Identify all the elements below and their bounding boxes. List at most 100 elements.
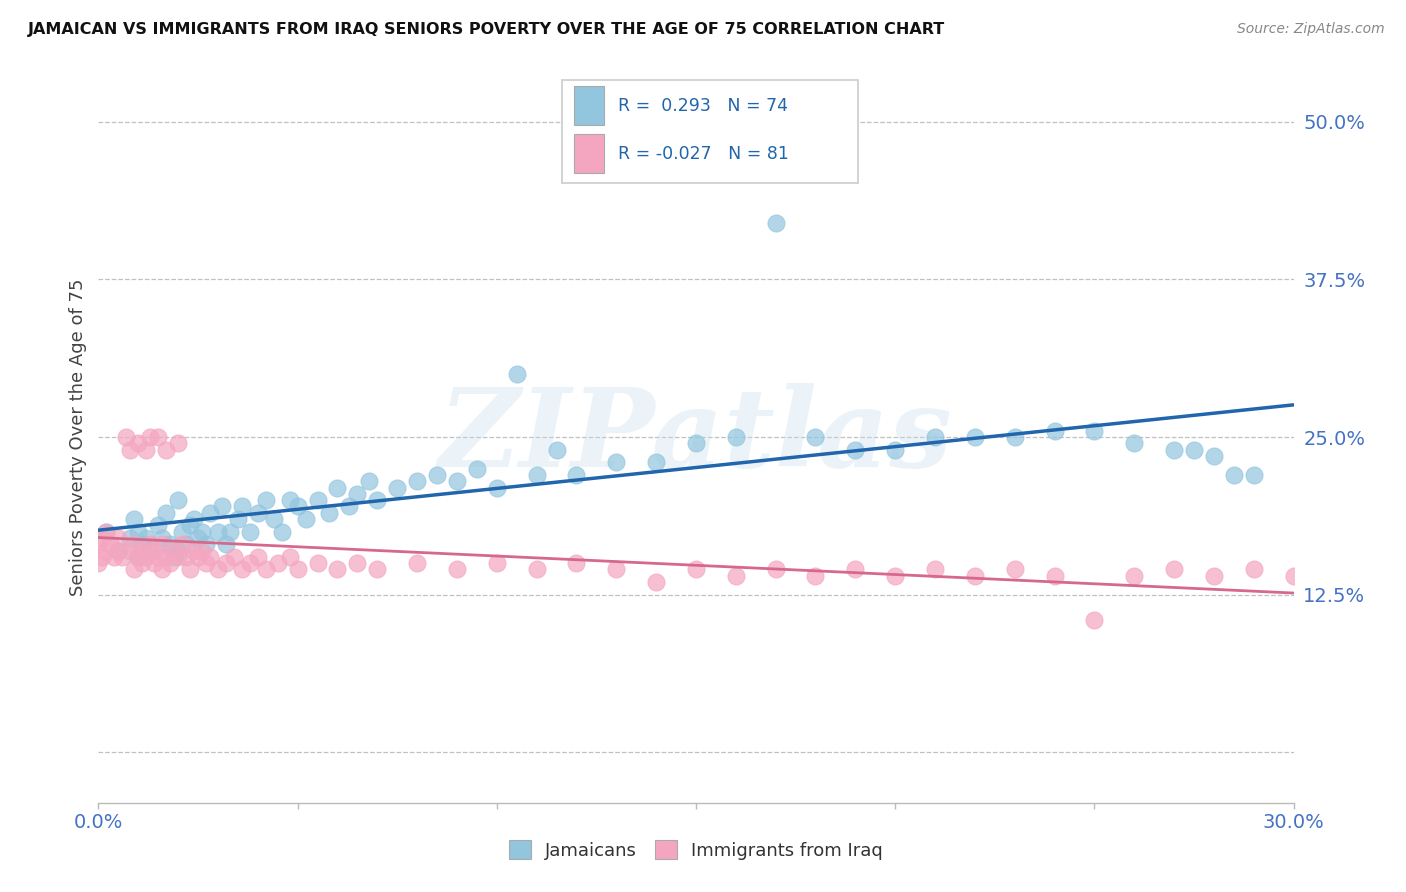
Point <box>96 543 118 558</box>
Point <box>406 474 429 488</box>
Point <box>346 487 368 501</box>
Point <box>254 562 277 576</box>
Point <box>565 467 588 482</box>
Point <box>485 556 508 570</box>
Point <box>179 562 201 576</box>
Point <box>446 474 468 488</box>
Point <box>963 569 986 583</box>
Point <box>239 524 262 539</box>
Point <box>326 481 349 495</box>
Point <box>107 543 129 558</box>
Point <box>254 493 277 508</box>
Point <box>963 430 986 444</box>
Point <box>148 430 170 444</box>
Point <box>724 430 747 444</box>
Point <box>231 562 253 576</box>
Point <box>150 562 173 576</box>
Point <box>131 556 153 570</box>
Legend: Jamaicans, Immigrants from Iraq: Jamaicans, Immigrants from Iraq <box>502 833 890 867</box>
Point <box>87 537 110 551</box>
Point <box>804 430 827 444</box>
Point <box>127 549 149 564</box>
Point <box>135 531 157 545</box>
Point <box>804 569 827 583</box>
Point <box>174 537 197 551</box>
Point <box>287 562 309 576</box>
Point <box>172 524 194 539</box>
Point <box>565 556 588 570</box>
Point <box>1243 562 1265 576</box>
Point <box>1083 424 1105 438</box>
Point <box>1004 430 1026 444</box>
Point <box>485 481 508 495</box>
Point <box>163 543 186 558</box>
Point <box>1163 562 1185 576</box>
Point <box>124 562 146 576</box>
Point <box>91 549 114 564</box>
Point <box>215 537 238 551</box>
Point <box>174 549 197 564</box>
Point <box>135 442 157 457</box>
Point <box>187 531 209 545</box>
Point <box>1123 569 1146 583</box>
Point <box>139 537 162 551</box>
Point <box>1282 569 1305 583</box>
Point <box>239 556 262 570</box>
Point <box>278 493 301 508</box>
Point <box>207 562 229 576</box>
Point <box>131 537 153 551</box>
Point <box>98 537 122 551</box>
Point <box>765 562 787 576</box>
Point <box>172 537 194 551</box>
Point <box>222 549 245 564</box>
Point <box>605 455 627 469</box>
Point <box>127 524 149 539</box>
Point <box>844 562 866 576</box>
Point <box>359 474 381 488</box>
Point <box>278 549 301 564</box>
FancyBboxPatch shape <box>574 87 603 126</box>
Point <box>150 537 173 551</box>
Point <box>884 569 907 583</box>
Point <box>1043 569 1066 583</box>
Point <box>143 543 166 558</box>
Point <box>270 524 292 539</box>
Point <box>844 442 866 457</box>
Point <box>183 512 205 526</box>
Point <box>111 549 134 564</box>
Point <box>307 493 329 508</box>
Point <box>87 556 110 570</box>
Point <box>198 549 221 564</box>
Point <box>1004 562 1026 576</box>
Point <box>120 543 142 558</box>
Text: ZIPatlas: ZIPatlas <box>439 384 953 491</box>
Point <box>155 442 177 457</box>
Point <box>96 524 118 539</box>
Point <box>526 467 548 482</box>
Text: R =  0.293   N = 74: R = 0.293 N = 74 <box>619 97 789 115</box>
Point <box>107 543 129 558</box>
Point <box>267 556 290 570</box>
Point <box>115 430 138 444</box>
Point <box>183 543 205 558</box>
Point <box>215 556 238 570</box>
Point <box>546 442 568 457</box>
Text: Source: ZipAtlas.com: Source: ZipAtlas.com <box>1237 22 1385 37</box>
Point <box>385 481 409 495</box>
Point <box>1123 436 1146 450</box>
Point <box>120 531 142 545</box>
Point <box>103 549 125 564</box>
Point <box>263 512 285 526</box>
Point <box>148 518 170 533</box>
Point <box>645 575 668 590</box>
Point <box>446 562 468 576</box>
Point <box>645 455 668 469</box>
Point <box>167 543 190 558</box>
Point <box>226 512 249 526</box>
Point <box>685 436 707 450</box>
Point <box>1182 442 1205 457</box>
Point <box>124 512 146 526</box>
Point <box>148 549 170 564</box>
Point <box>231 500 253 514</box>
Point <box>195 556 218 570</box>
